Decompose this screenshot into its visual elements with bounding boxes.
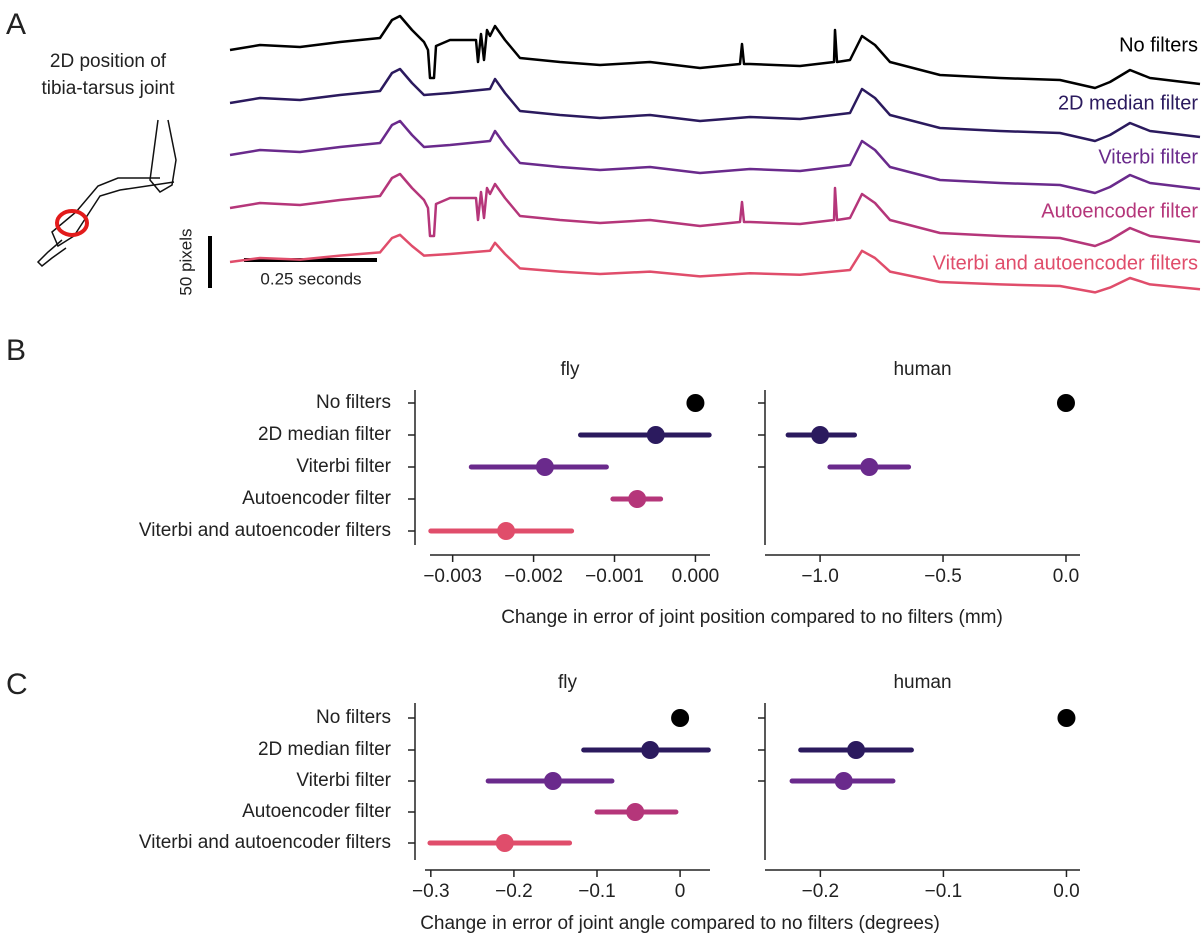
x-tick-label: −0.2 xyxy=(495,881,533,902)
x-tick-label: −0.5 xyxy=(924,566,962,587)
subplot-title: fly xyxy=(558,672,578,693)
point xyxy=(626,803,645,821)
point xyxy=(535,458,554,476)
point xyxy=(847,741,866,759)
y-tick-label: 2D median filter xyxy=(258,739,392,760)
y-tick-label: Viterbi and autoencoder filters xyxy=(139,520,391,541)
inset-label: tibia-tarsus joint xyxy=(41,78,175,99)
point xyxy=(686,394,705,412)
x-tick-label: −0.003 xyxy=(423,566,482,587)
leg-drawing xyxy=(36,119,177,268)
trace xyxy=(229,67,1201,143)
y-tick-label: Viterbi and autoencoder filters xyxy=(139,832,391,853)
trace-label: Viterbi filter xyxy=(1098,146,1198,168)
x-tick-label: 0.0 xyxy=(1053,566,1079,587)
x-tick-label: −0.002 xyxy=(504,566,563,587)
y-tick-label: No filters xyxy=(316,707,391,728)
point xyxy=(543,772,562,790)
point xyxy=(646,426,665,444)
point xyxy=(1057,709,1076,727)
panel-label: C xyxy=(6,668,28,701)
x-tick-label: −0.1 xyxy=(925,881,963,902)
point xyxy=(834,772,853,790)
y-tick-label: Viterbi filter xyxy=(296,770,391,791)
x-tick-label: −0.2 xyxy=(802,881,840,902)
x-tick-label: −0.3 xyxy=(412,881,450,902)
x-tick-label: −0.1 xyxy=(578,881,616,902)
x-tick-label: 0.0 xyxy=(1053,881,1079,902)
trace xyxy=(229,119,1201,195)
point xyxy=(811,426,830,444)
y-tick-label: Viterbi filter xyxy=(296,456,391,477)
y-tick-label: No filters xyxy=(316,392,391,413)
scale-label: 0.25 seconds xyxy=(260,269,361,288)
y-tick-label: Autoencoder filter xyxy=(242,801,392,822)
panel-label: B xyxy=(6,334,26,367)
trace-label: Viterbi and autoencoder filters xyxy=(933,252,1198,274)
point xyxy=(495,834,514,852)
x-tick-label: −0.001 xyxy=(585,566,644,587)
point xyxy=(860,458,879,476)
subplot-title: human xyxy=(893,672,951,693)
point xyxy=(641,741,660,759)
point xyxy=(1056,394,1075,412)
trace-label: No filters xyxy=(1119,34,1198,56)
inset-label: 2D position of xyxy=(50,51,167,72)
y-tick-label: 2D median filter xyxy=(258,424,392,445)
x-tick-label: −1.0 xyxy=(801,566,839,587)
trace xyxy=(229,172,1201,248)
traces xyxy=(229,14,1201,294)
x-tick-label: 0 xyxy=(675,881,686,902)
scale-label: 50 pixels xyxy=(176,228,195,295)
point xyxy=(628,490,647,508)
subplot-title: human xyxy=(893,359,951,380)
trace-label: Autoencoder filter xyxy=(1041,200,1198,222)
panel-label: A xyxy=(6,8,26,41)
subplot-title: fly xyxy=(561,359,581,380)
x-tick-label: 0.000 xyxy=(672,566,720,587)
trace xyxy=(229,233,1201,294)
trace-label: 2D median filter xyxy=(1058,92,1198,114)
trace xyxy=(229,14,1201,90)
x-axis-label: Change in error of joint position compar… xyxy=(501,607,1003,628)
x-axis-label: Change in error of joint angle compared … xyxy=(420,913,940,934)
point xyxy=(497,522,516,540)
point xyxy=(671,709,690,727)
y-tick-label: Autoencoder filter xyxy=(242,488,392,509)
